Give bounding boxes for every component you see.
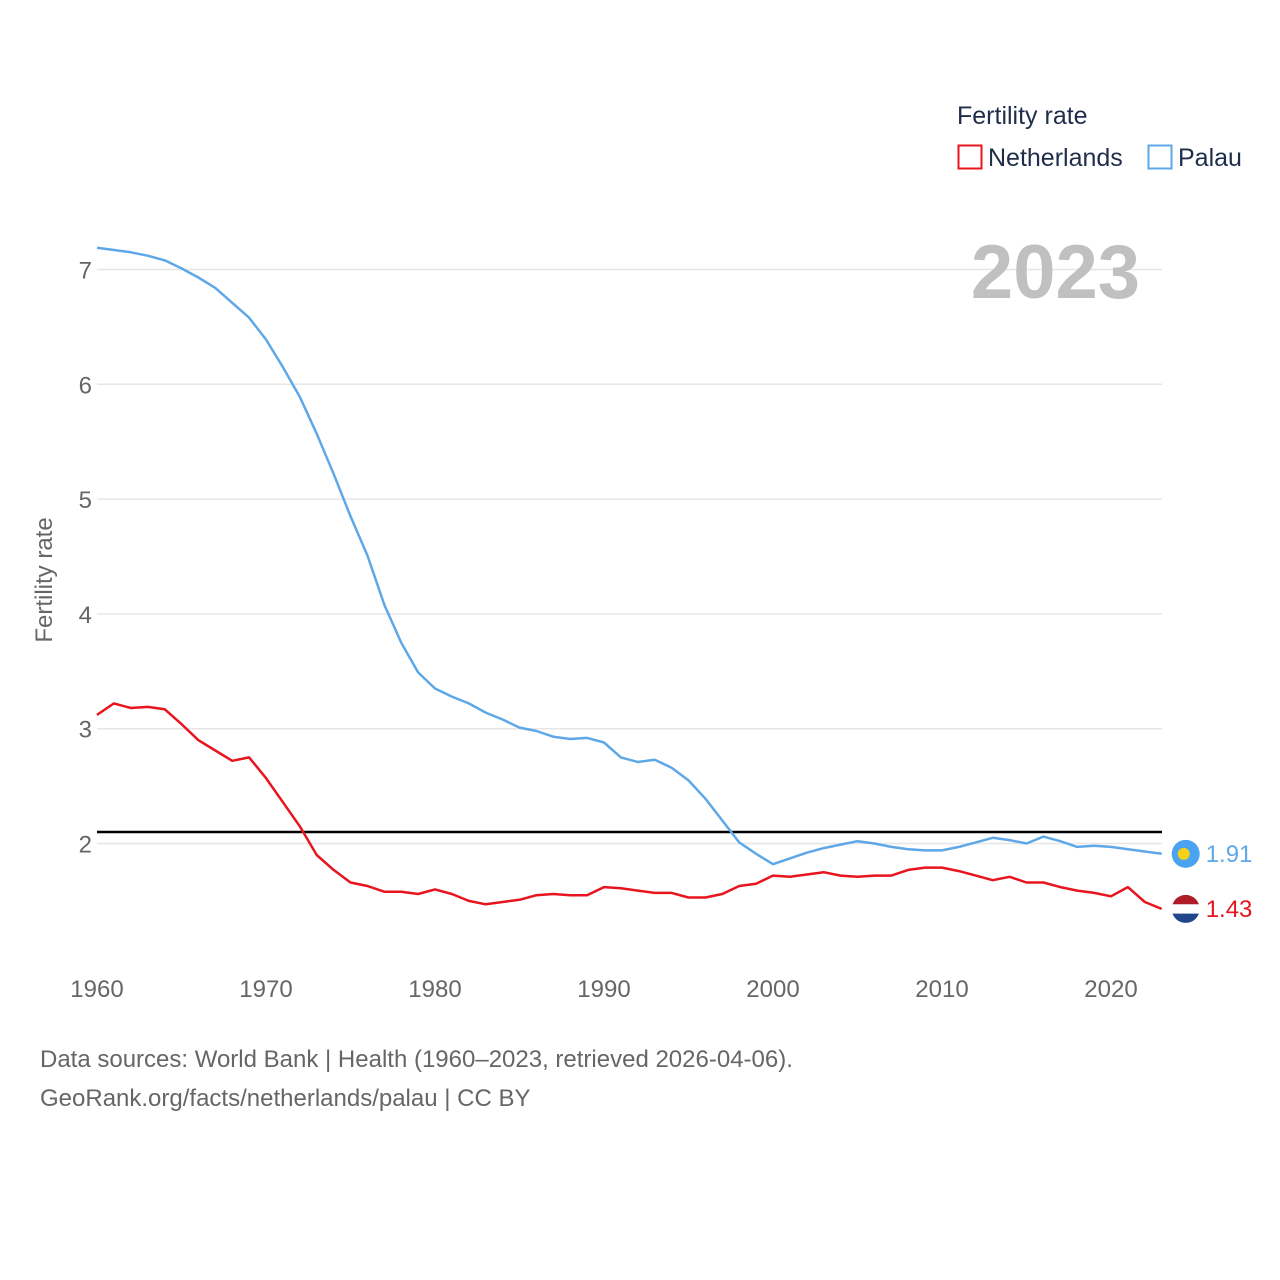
y-tick-labels: 2 3 4 5 6 7 [79,258,92,859]
series-layer [96,246,1163,911]
y-tick-label: 3 [79,717,92,744]
netherlands-flag-marker [1171,894,1200,923]
legend-swatch-palau[interactable] [1147,144,1173,170]
x-tick-label: 2020 [1084,976,1137,1003]
end-value-netherlands: 1.43 [1206,896,1253,923]
y-tick-label: 4 [79,602,92,629]
y-tick-label: 6 [79,372,92,399]
flag-stripe-blue [1171,913,1200,923]
footer-sources: Data sources: World Bank | Health (1960–… [40,1046,793,1073]
legend-swatch-netherlands[interactable] [957,144,983,170]
x-tick-labels: 1960 1970 1980 1990 2000 2010 2020 [70,976,1137,1003]
footer-link[interactable]: GeoRank.org/facts/netherlands/palau | CC… [40,1085,531,1112]
legend-label-netherlands[interactable]: Netherlands [988,144,1123,172]
series-line-netherlands[interactable] [96,702,1163,911]
netherlands-flag-icon [1171,894,1200,923]
flag-stripe-white [1171,904,1200,915]
series-line-palau[interactable] [96,246,1162,866]
x-tick-label: 1960 [70,976,123,1003]
x-tick-label: 2000 [746,976,799,1003]
y-axis-label: Fertility rate [31,517,58,642]
grid-layer [97,268,1162,845]
flag-stripe-red [1171,894,1200,905]
end-value-palau: 1.91 [1206,841,1253,868]
palau-flag-marker [1171,839,1200,868]
x-tick-label: 1990 [577,976,630,1003]
x-tick-label: 1970 [239,976,292,1003]
year-label: 2023 [971,230,1140,315]
x-tick-label: 1980 [408,976,461,1003]
y-tick-label: 5 [79,487,92,514]
legend: Fertility rate Netherlands Palau [957,102,1242,172]
y-tick-label: 7 [79,258,92,285]
y-tick-label: 2 [79,832,92,859]
x-tick-label: 2010 [915,976,968,1003]
palau-flag-moon [1177,847,1190,860]
legend-label-palau[interactable]: Palau [1178,144,1242,172]
legend-title: Fertility rate [957,102,1088,130]
